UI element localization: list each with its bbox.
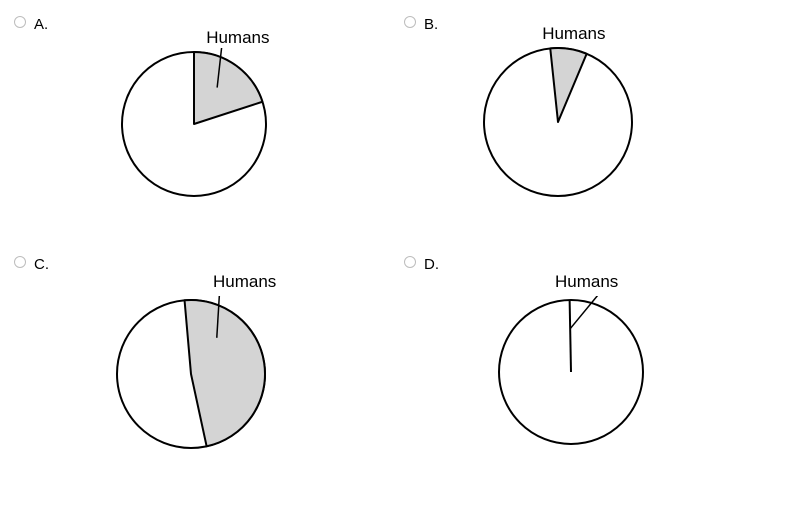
radio-wrap-c bbox=[10, 254, 34, 268]
pie-chart-c bbox=[113, 296, 301, 452]
radio-a[interactable] bbox=[14, 16, 26, 28]
option-letter-a: A. bbox=[34, 14, 48, 33]
radio-wrap-a bbox=[10, 14, 34, 28]
slice-label-d: Humans bbox=[555, 272, 618, 292]
option-c: C. Humans bbox=[10, 250, 400, 490]
option-d: D. Humans bbox=[400, 250, 790, 490]
slice-label-a: Humans bbox=[206, 28, 269, 48]
option-a: A. Humans bbox=[10, 10, 400, 250]
pie-chart-b bbox=[480, 44, 668, 200]
pie-chart-a bbox=[118, 48, 302, 200]
option-letter-c: C. bbox=[34, 254, 49, 273]
radio-c[interactable] bbox=[14, 256, 26, 268]
slice-label-b: Humans bbox=[542, 24, 605, 44]
slice-label-c: Humans bbox=[213, 272, 276, 292]
radio-b[interactable] bbox=[404, 16, 416, 28]
options-grid: A. Humans B. Humans C. Humans D. bbox=[0, 0, 800, 510]
option-letter-b: B. bbox=[424, 14, 438, 33]
radio-wrap-b bbox=[400, 14, 424, 28]
radio-d[interactable] bbox=[404, 256, 416, 268]
option-letter-d: D. bbox=[424, 254, 439, 273]
radio-wrap-d bbox=[400, 254, 424, 268]
option-b: B. Humans bbox=[400, 10, 790, 250]
pie-chart-d bbox=[495, 296, 679, 448]
